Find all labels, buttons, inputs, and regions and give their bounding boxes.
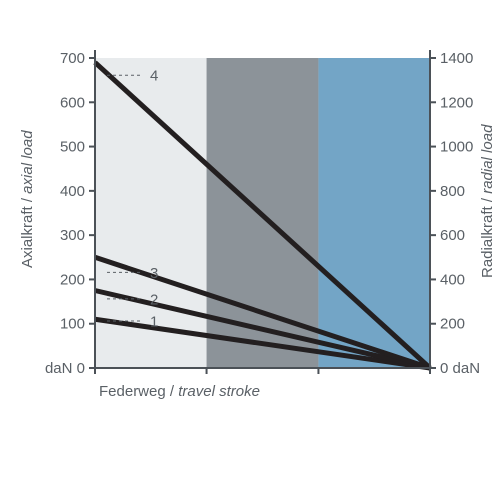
chart-zone: [318, 58, 430, 368]
right-tick-label: 600: [440, 227, 465, 244]
right-tick-label: 400: [440, 271, 465, 288]
left-tick-label: 300: [60, 227, 85, 244]
right-axis-title: Radialkraft / radial load: [479, 124, 496, 278]
right-tick-label: 1000: [440, 139, 473, 156]
left-axis-title: Axialkraft / axial load: [19, 130, 36, 268]
left-tick-label: 100: [60, 316, 85, 333]
left-tick-label: 400: [60, 183, 85, 200]
right-tick-label: 0 daN: [440, 360, 480, 377]
bottom-axis-title: Federweg / travel stroke: [99, 383, 260, 400]
left-tick-label: daN 0: [45, 360, 85, 377]
series-label: 2: [150, 291, 158, 308]
series-label: 3: [150, 265, 158, 282]
right-tick-label: 1400: [440, 50, 473, 67]
right-tick-label: 200: [440, 316, 465, 333]
left-tick-label: 200: [60, 271, 85, 288]
left-tick-label: 700: [60, 50, 85, 67]
left-tick-label: 600: [60, 94, 85, 111]
right-tick-label: 800: [440, 183, 465, 200]
series-label: 4: [150, 68, 158, 85]
series-label: 1: [150, 314, 158, 331]
left-tick-label: 500: [60, 139, 85, 156]
right-tick-label: 1200: [440, 94, 473, 111]
